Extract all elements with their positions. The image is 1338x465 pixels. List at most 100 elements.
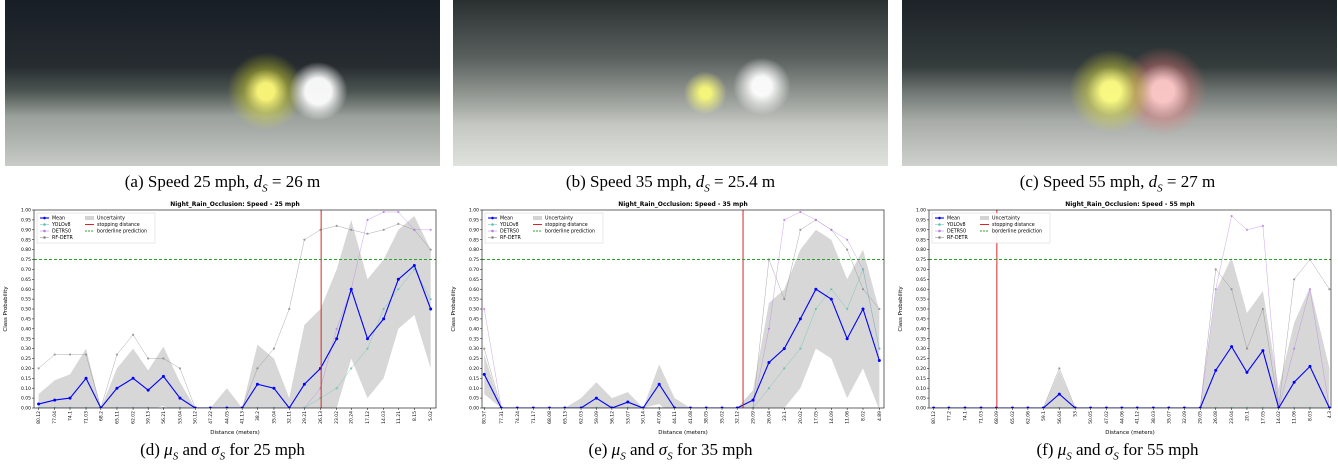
legend-marker — [491, 217, 494, 220]
data-point — [595, 397, 598, 400]
legend-label: DETR50 — [52, 229, 71, 235]
plot-area — [34, 210, 436, 440]
x-tick-label: 77.31 — [499, 411, 505, 424]
x-tick-label: 32.11 — [287, 411, 293, 424]
y-tick-label: 0.40 — [916, 326, 926, 332]
caption-math: σ — [1105, 440, 1113, 459]
legend-label: borderline prediction — [97, 229, 147, 235]
x-tick-label: 65.02 — [1010, 411, 1016, 424]
x-tick-label: 38.03 — [1151, 411, 1157, 424]
data-point — [767, 361, 770, 364]
data-point — [783, 367, 785, 369]
data-point — [752, 399, 755, 402]
data-point — [85, 353, 87, 355]
caption-math: σ — [659, 440, 667, 459]
data-point — [768, 387, 770, 389]
x-tick-label: 59.09 — [594, 411, 600, 424]
data-point — [768, 328, 770, 330]
y-tick-label: 0.70 — [21, 267, 31, 273]
x-tick-label: 41.08 — [688, 411, 694, 424]
data-point — [862, 288, 864, 290]
data-point — [1215, 288, 1217, 290]
caption-math: σ — [211, 440, 219, 459]
caption-text: (b) Speed 35 mph, — [566, 172, 692, 191]
y-tick-label: 0.60 — [469, 287, 479, 293]
x-tick-label: 68.2 — [98, 411, 104, 421]
x-tick-label: 74.1 — [963, 411, 969, 421]
data-point — [178, 397, 181, 400]
legend-label: stopping distance — [545, 222, 588, 228]
legend-label: Mean — [500, 216, 513, 222]
figure: (a) Speed 25 mph, dS = 26 m (b) Speed 35… — [0, 0, 1338, 465]
y-tick-label: 0.35 — [21, 336, 31, 342]
data-point — [783, 347, 786, 350]
data-point — [1245, 371, 1248, 374]
x-tick-label: 41.13 — [240, 411, 246, 424]
x-tick-label: 17.05 — [813, 411, 819, 424]
caption-sub: S — [1113, 450, 1119, 462]
y-tick-label: 0.10 — [469, 386, 479, 392]
data-point — [1230, 215, 1232, 217]
x-tick-label: 26.13 — [318, 411, 324, 424]
caption-text: = 25.4 m — [714, 172, 775, 191]
data-point — [1246, 229, 1248, 231]
data-point — [162, 357, 164, 359]
x-tick-label: 62.02 — [131, 411, 137, 424]
photo-caption: (b) Speed 35 mph, dS = 25.4 m — [448, 172, 893, 194]
caption-text: (a) Speed 25 mph, — [125, 172, 250, 191]
data-point — [1308, 365, 1311, 368]
y-tick-label: 0.90 — [469, 227, 479, 233]
x-tick-label: 65.13 — [562, 411, 568, 424]
legend-label: stopping distance — [992, 222, 1035, 228]
caption-text: and — [630, 440, 655, 459]
x-tick-label: 11.06 — [845, 411, 851, 424]
x-tick-label: 38.2 — [255, 411, 261, 421]
x-axis-label: Distance (meters) — [658, 430, 708, 436]
x-tick-label: 56.21 — [161, 411, 167, 424]
x-tick-label: 47.02 — [1104, 411, 1110, 424]
caption-sub: S — [173, 450, 179, 462]
x-tick-label: 77.04 — [52, 411, 58, 424]
y-tick-label: 0.60 — [916, 287, 926, 293]
legend-label: borderline prediction — [992, 229, 1042, 235]
data-point — [116, 353, 118, 355]
x-tick-label: 23.1 — [782, 411, 788, 421]
caption-text: (e) — [589, 440, 608, 459]
legend-label: YOLOv8 — [51, 222, 71, 228]
data-point — [1215, 268, 1217, 270]
data-point — [303, 239, 305, 241]
data-point — [132, 334, 134, 336]
data-point — [383, 229, 385, 231]
caption-text: (f) — [1036, 440, 1053, 459]
y-tick-label: 0.15 — [21, 376, 31, 382]
data-point — [335, 337, 338, 340]
y-tick-label: 0.10 — [916, 386, 926, 392]
data-point — [413, 229, 415, 231]
legend-label: RF-DETR — [52, 235, 73, 241]
data-point — [53, 399, 56, 402]
data-point — [430, 249, 432, 251]
x-tick-label: 50.14 — [641, 411, 647, 424]
legend-label: borderline prediction — [545, 229, 595, 235]
data-point — [147, 389, 150, 392]
data-point — [799, 317, 802, 320]
y-tick-label: 0.10 — [21, 386, 31, 392]
x-tick-label: 26.08 — [1213, 411, 1219, 424]
legend-marker — [491, 223, 494, 226]
x-axis-label: Distance (meters) — [1105, 430, 1155, 436]
data-point — [37, 403, 40, 406]
x-tick-label: 68.09 — [994, 411, 1000, 424]
chart-title: Night_Rain_Occlusion: Speed - 25 mph — [170, 201, 300, 208]
y-tick-label: 0.05 — [21, 396, 31, 402]
data-point — [878, 348, 880, 350]
x-tick-label: 26.04 — [766, 411, 772, 424]
legend-swatch — [533, 216, 542, 220]
x-tick-label: 47.06 — [657, 411, 663, 424]
uncertainty-band — [39, 216, 431, 440]
y-tick-label: 0.80 — [916, 247, 926, 253]
data-point — [85, 377, 88, 380]
caption-text: = 27 m — [1167, 172, 1215, 191]
data-point — [1261, 349, 1264, 352]
y-tick-label: 0.65 — [21, 277, 31, 283]
y-tick-label: 0.25 — [916, 356, 926, 362]
